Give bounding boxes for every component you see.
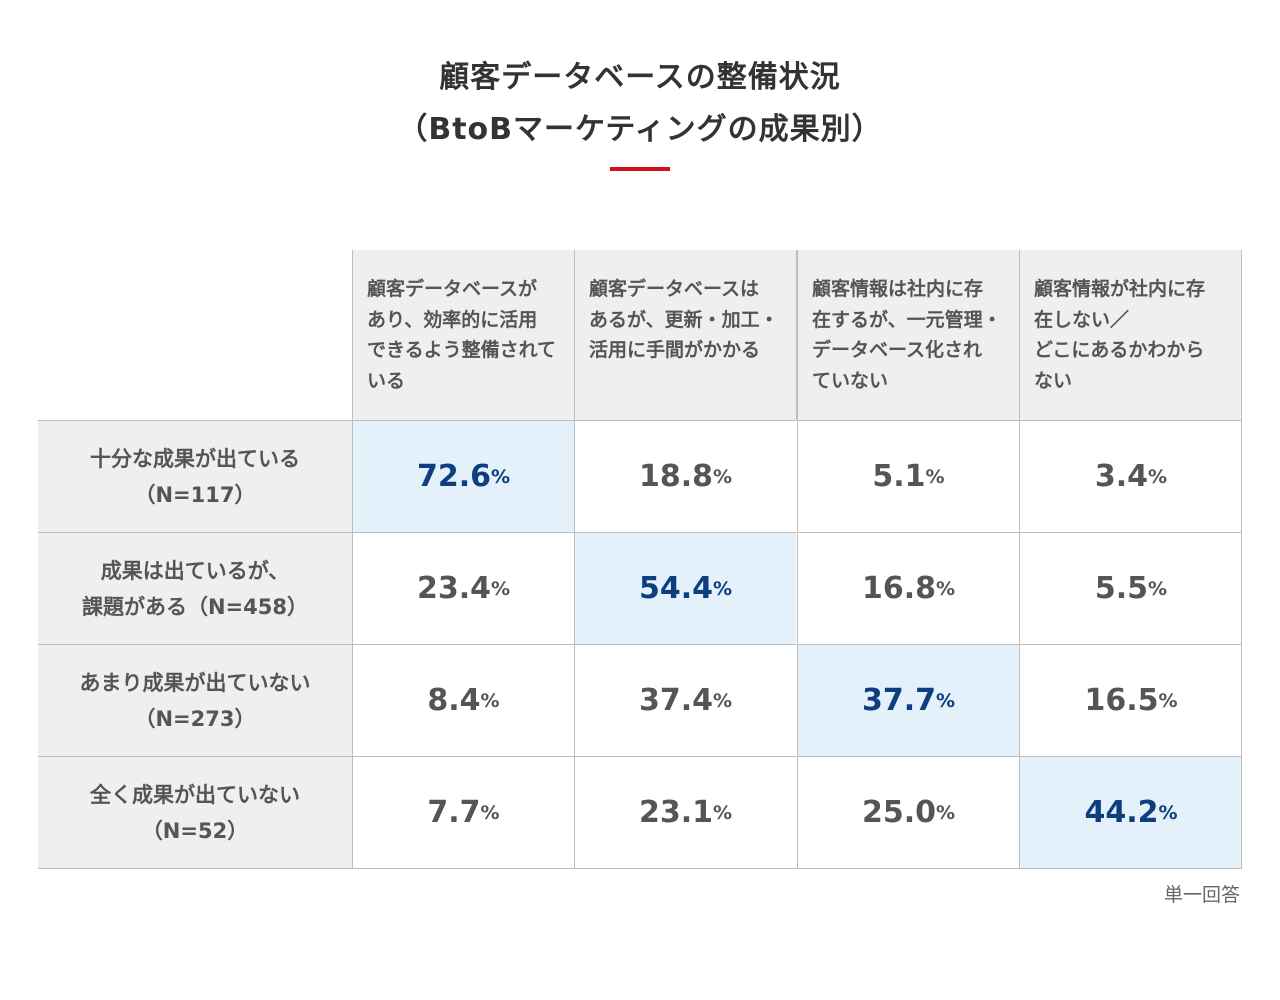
value-number: 18.8 <box>638 459 713 494</box>
column-header-text: 顧客情報は社内に存 在するが、一元管理・ データベース化され ていない <box>812 274 1011 396</box>
row-label: 十分な成果が出ている （N=117） <box>38 420 352 532</box>
value-cell: 54.4% <box>574 532 796 644</box>
row-label: 成果は出ているが、 課題がある（N=458） <box>38 532 352 644</box>
value-cell: 72.6% <box>352 420 574 532</box>
value-cell: 37.4% <box>574 644 796 756</box>
column-header-text: 顧客データベースが あり、効率的に活用 できるよう整備されて いる <box>367 274 566 396</box>
column-header-line: ていない <box>812 369 889 392</box>
value-cell: 18.8% <box>574 420 796 532</box>
value-cell: 37.7% <box>797 644 1019 756</box>
column-header-line: 顧客情報が社内に存 <box>1034 278 1206 300</box>
value-number: 16.5 <box>1084 683 1159 718</box>
percent-sign: % <box>1148 577 1168 600</box>
percent-sign: % <box>712 577 733 600</box>
value-number: 23.4 <box>416 571 491 606</box>
column-header-line: 在するが、一元管理・ <box>812 308 1002 331</box>
column-header: 顧客情報が社内に存 在しない／ どこにあるかわから ない <box>1019 250 1242 420</box>
column-header-line: データベース化され <box>812 339 983 361</box>
column-header-text: 顧客データベースは あるが、更新・加工・ 活用に手間がかかる <box>589 274 788 366</box>
value-number: 5.5 <box>1094 571 1149 606</box>
table-bottom-border <box>38 868 1242 869</box>
value-cell: 16.5% <box>1019 644 1242 756</box>
percent-sign: % <box>1148 465 1168 488</box>
column-header-line: どこにあるかわから <box>1034 339 1205 361</box>
value-number: 8.4 <box>427 683 481 718</box>
column-header: 顧客データベースは あるが、更新・加工・ 活用に手間がかかる <box>574 250 797 420</box>
percent-sign: % <box>935 801 956 824</box>
value-number: 3.4 <box>1094 459 1149 494</box>
row-label-line: 成果は出ているが、 <box>100 558 290 583</box>
value-cell: 5.1% <box>797 420 1019 532</box>
value-number: 23.1 <box>638 795 713 830</box>
value-number: 7.7 <box>427 795 481 830</box>
value-cell: 7.7% <box>352 756 574 868</box>
percent-sign: % <box>1158 801 1178 824</box>
column-header-text: 顧客情報が社内に存 在しない／ どこにあるかわから ない <box>1034 274 1233 396</box>
percent-sign: % <box>935 689 956 712</box>
value-number: 72.6 <box>416 459 491 494</box>
column-header-line: 顧客データベースは <box>589 278 760 300</box>
row-label-line: 課題がある（N=458） <box>81 594 308 619</box>
value-cell: 16.8% <box>797 532 1019 644</box>
row-label-line: （N=117） <box>134 482 256 507</box>
chart-title: 顧客データベースの整備状況 <box>439 60 841 95</box>
percent-sign: % <box>480 801 500 824</box>
column-header-line: 在しない／ <box>1034 308 1130 331</box>
answer-type-note: 単一回答 <box>1163 884 1240 906</box>
percent-sign: % <box>712 689 733 712</box>
column-header: 顧客情報は社内に存 在するが、一元管理・ データベース化され ていない <box>797 250 1020 420</box>
column-header-line: あり、効率的に活用 <box>367 308 538 331</box>
value-cell: 8.4% <box>352 644 574 756</box>
value-cell: 23.1% <box>574 756 796 868</box>
column-header-line: 顧客情報は社内に存 <box>812 278 984 300</box>
percent-sign: % <box>490 465 511 488</box>
value-number: 25.0 <box>861 795 936 830</box>
title-accent-bar <box>610 167 670 171</box>
column-header-line: できるよう整備されて <box>367 339 557 361</box>
value-number: 37.7 <box>861 683 936 718</box>
value-cell: 3.4% <box>1019 420 1242 532</box>
table-right-border <box>1241 420 1242 868</box>
percent-sign: % <box>935 577 956 600</box>
row-label-line: 十分な成果が出ている <box>90 446 300 471</box>
percent-sign: % <box>480 689 500 712</box>
value-cell: 25.0% <box>797 756 1019 868</box>
column-header-line: 活用に手間がかかる <box>589 339 761 361</box>
percent-sign: % <box>925 465 945 488</box>
percent-sign: % <box>712 801 733 824</box>
value-number: 44.2 <box>1084 795 1159 830</box>
chart-subtitle: （BtoBマーケティングの成果別） <box>397 112 883 147</box>
value-number: 37.4 <box>638 683 713 718</box>
row-label: あまり成果が出ていない （N=273） <box>38 644 352 756</box>
row-label: 全く成果が出ていない （N=52） <box>38 756 352 868</box>
row-label-line: （N=273） <box>134 706 256 731</box>
row-label-line: あまり成果が出ていない <box>79 670 311 695</box>
row-label-line: 全く成果が出ていない <box>90 782 300 807</box>
percent-sign: % <box>1158 689 1178 712</box>
column-header: 顧客データベースが あり、効率的に活用 できるよう整備されて いる <box>352 250 575 420</box>
column-header-line: いる <box>367 369 406 392</box>
value-number: 54.4 <box>638 571 713 606</box>
percent-sign: % <box>712 465 733 488</box>
percent-sign: % <box>490 577 511 600</box>
value-cell: 23.4% <box>352 532 574 644</box>
value-number: 5.1 <box>872 459 926 494</box>
value-cell: 44.2% <box>1019 756 1242 868</box>
column-header-line: 顧客データベースが <box>367 278 538 300</box>
row-label-line: （N=52） <box>141 818 249 843</box>
column-header-line: あるが、更新・加工・ <box>589 308 779 331</box>
column-header-line: ない <box>1034 369 1073 392</box>
value-number: 16.8 <box>861 571 936 606</box>
value-cell: 5.5% <box>1019 532 1242 644</box>
